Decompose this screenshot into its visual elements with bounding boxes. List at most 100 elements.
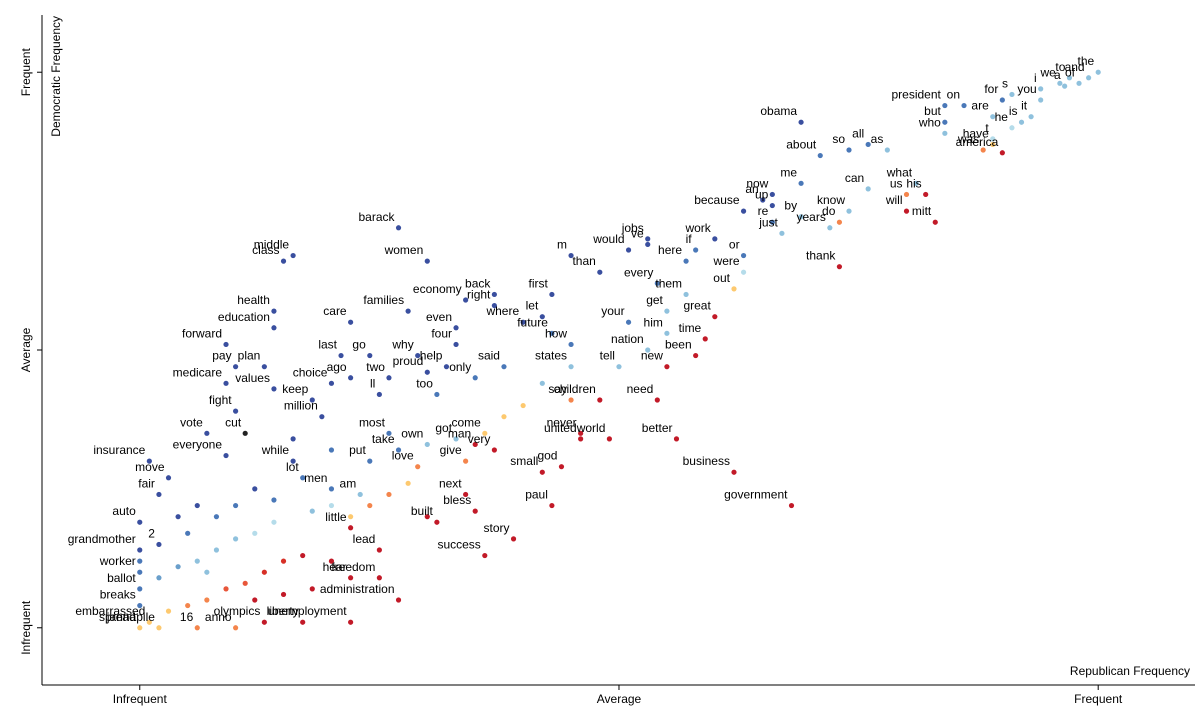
point-label: here [658,243,682,257]
point [1009,91,1015,98]
point-label: back [465,276,491,290]
point-label: because [694,193,740,207]
point [645,236,651,242]
point [376,575,382,581]
point-label: ve [631,226,644,240]
point [1038,86,1044,92]
point [137,625,143,631]
point-label: administration [320,582,395,596]
point [683,258,689,264]
point-label: of [1065,65,1076,79]
point-label: his [906,176,921,190]
point [434,391,440,398]
point-label: great [683,299,711,313]
point-label: got [435,421,452,435]
point [491,291,497,298]
point [156,625,162,631]
point-label: years [796,210,825,224]
point-label: do [822,204,836,218]
point [683,291,689,298]
point-label: give [440,443,462,457]
point [673,436,680,442]
point [712,236,718,242]
point [999,150,1005,156]
point [568,364,574,370]
point [625,247,632,253]
point-label: t [985,121,989,135]
point [453,341,459,348]
point-label: them [655,276,682,290]
point [443,364,450,370]
point-label: class [252,243,279,257]
point-label: built [411,504,434,518]
point [1057,80,1063,86]
point-label: own [401,426,423,440]
point [1009,125,1015,131]
point-label: why [391,338,413,352]
point [740,269,747,275]
point-label: obama [760,104,797,118]
point [261,619,267,625]
point [1086,75,1092,81]
point [568,252,574,259]
point [415,352,421,359]
point [348,575,354,581]
point [280,258,287,264]
point [664,330,670,336]
point [156,541,162,548]
point [165,475,172,481]
point [463,491,469,498]
point [280,591,287,598]
point [788,502,795,509]
point-label: too [416,376,433,390]
point-label: love [392,449,414,463]
point-label: america [956,135,999,149]
point-label: new [641,349,663,363]
point [165,608,172,614]
point [520,402,526,409]
point [252,597,258,603]
point [942,130,948,136]
point [204,569,210,575]
point-label: families [363,293,404,307]
point-label: me [780,165,797,179]
point-label: move [135,460,165,474]
point-label: is [1009,104,1018,118]
point [213,514,220,520]
point [539,469,545,475]
point-label: nation [611,332,644,346]
point-label: little [325,510,347,524]
point-label: every [624,265,653,279]
point [798,180,804,186]
point-label: out [713,271,730,285]
point-label: us [890,176,903,190]
point-label: last [318,338,337,352]
point [233,408,239,414]
point-label: man [448,426,471,440]
point [664,364,670,370]
point [740,252,747,259]
point [405,308,411,314]
point-label: let [526,299,539,313]
point-label: cut [225,415,242,429]
point-label: men [304,471,327,485]
point [1028,114,1034,120]
point [693,352,699,359]
point [309,586,315,592]
point-label: story [484,521,510,535]
point-label: what [886,165,913,179]
point-label: freedom [331,560,375,574]
point [376,391,382,398]
y-axis-label: Democratic Frequency [49,16,63,137]
point [328,380,335,386]
point-label: he [995,110,1009,124]
point-label: women [384,243,424,257]
point-label: keep [282,382,308,396]
point [252,530,258,536]
point-label: future [517,315,548,329]
point [348,319,354,325]
point-label: jannapile [106,610,155,624]
point [137,558,143,564]
point [309,397,315,403]
point [769,202,775,209]
